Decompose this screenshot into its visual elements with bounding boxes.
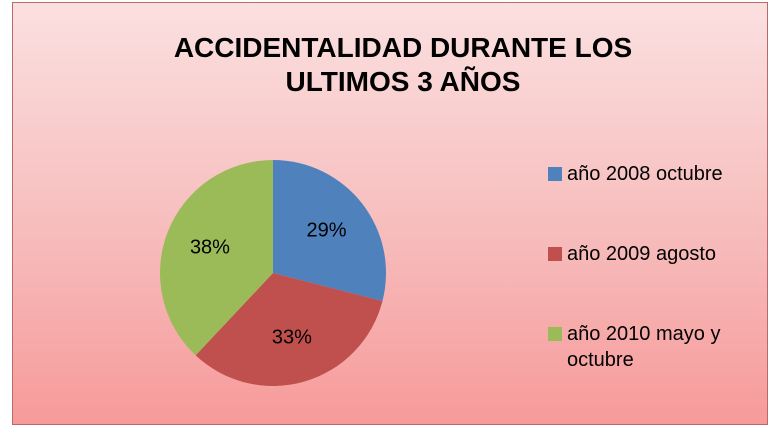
legend-entry: año 2009 agosto xyxy=(548,241,757,267)
pie-slice xyxy=(273,160,386,302)
data-label: 33% xyxy=(272,326,312,348)
legend-entry: año 2008 octubre xyxy=(548,161,757,187)
legend-swatch xyxy=(548,167,562,181)
legend-entry: año 2010 mayo y octubre xyxy=(548,321,757,373)
pie-slice xyxy=(195,273,383,386)
data-label: 38% xyxy=(190,236,230,258)
legend-swatch xyxy=(548,327,562,341)
chart: ACCIDENTALIDAD DURANTE LOS ULTIMOS 3 AÑO… xyxy=(12,2,768,425)
pie-slice xyxy=(160,160,273,356)
legend-label: año 2010 mayo y octubre xyxy=(567,323,721,371)
legend-label: año 2009 agosto xyxy=(567,243,717,265)
data-label: 29% xyxy=(307,220,347,242)
chart-title: ACCIDENTALIDAD DURANTE LOS ULTIMOS 3 AÑO… xyxy=(173,32,633,97)
legend-label: año 2008 octubre xyxy=(567,163,723,185)
pie-area: 29% 33% 38% xyxy=(160,160,386,386)
legend-swatch xyxy=(548,247,562,261)
